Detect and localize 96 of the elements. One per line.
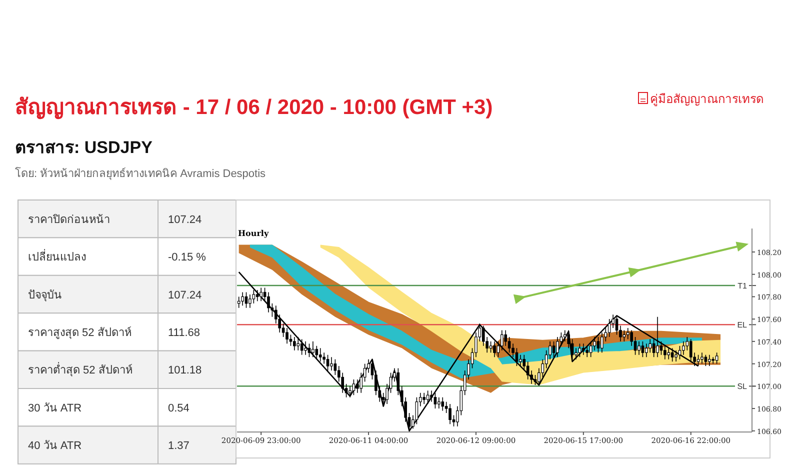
text: โดย: หัวหน้าฝ่ายกลยุทธ์ทางเทคนิค Avramis Despotis bbox=[15, 166, 266, 180]
candlestick bbox=[600, 332, 604, 354]
candlestick bbox=[248, 294, 252, 308]
candlestick bbox=[434, 392, 437, 409]
category-label: เปลี่ยนแปลง bbox=[28, 248, 86, 264]
ref-line-label: EL bbox=[737, 320, 748, 330]
candlestick bbox=[626, 328, 630, 340]
text: 101.18 bbox=[168, 364, 202, 377]
candlestick bbox=[489, 341, 492, 354]
candlestick bbox=[315, 346, 318, 360]
text: 111.68 bbox=[168, 326, 200, 339]
category-label: ปัจจุบัน bbox=[28, 289, 62, 302]
candlestick bbox=[326, 354, 330, 371]
candlestick bbox=[382, 392, 385, 407]
candlestick bbox=[519, 354, 522, 366]
candlestick bbox=[667, 348, 670, 360]
point bbox=[513, 294, 526, 304]
ref-line-label: SL bbox=[737, 382, 748, 392]
text: 107.24 bbox=[168, 289, 202, 302]
candlestick bbox=[638, 341, 640, 356]
candlestick bbox=[538, 368, 540, 384]
candlestick bbox=[563, 330, 566, 342]
candlestick bbox=[438, 396, 440, 409]
candlestick bbox=[267, 292, 270, 313]
candlestick bbox=[574, 348, 578, 360]
category-label: 40 วัน ATR bbox=[28, 440, 82, 452]
ref-line-label: T1 bbox=[738, 282, 748, 291]
candlestick bbox=[630, 330, 633, 346]
candlestick bbox=[352, 379, 356, 396]
candlestick bbox=[641, 341, 644, 358]
category-label: ราคาสูงสุด 52 สัปดาห์ bbox=[28, 326, 132, 339]
candlestick bbox=[348, 386, 352, 398]
candlestick bbox=[656, 316, 659, 358]
point bbox=[736, 242, 749, 252]
category-label: ราคาต่ำสุด 52 สัปดาห์ bbox=[28, 362, 132, 377]
text: คู่มือสัญญาณการเทรด bbox=[650, 92, 764, 107]
text: 107.24 bbox=[168, 214, 202, 226]
candlestick bbox=[252, 290, 256, 304]
candlestick bbox=[644, 343, 648, 358]
candlestick bbox=[556, 336, 559, 358]
candlestick bbox=[256, 290, 259, 302]
candlestick bbox=[296, 336, 300, 351]
candlestick bbox=[712, 356, 715, 364]
candlestick bbox=[504, 330, 508, 346]
candlestick bbox=[367, 358, 370, 374]
candlestick bbox=[589, 341, 592, 358]
candlestick bbox=[260, 287, 262, 302]
text: ตราสาร: USDJPY bbox=[15, 138, 154, 157]
candlestick bbox=[622, 330, 626, 342]
candlestick bbox=[241, 292, 244, 306]
text: -0.15 % bbox=[168, 252, 206, 264]
candlestick bbox=[664, 346, 666, 360]
candlestick bbox=[508, 336, 511, 354]
candlestick bbox=[430, 390, 433, 402]
candlestick bbox=[708, 354, 711, 366]
candlestick bbox=[593, 336, 596, 351]
candlestick bbox=[689, 338, 692, 362]
category-label: ราคาปิดก่อนหน้า bbox=[28, 214, 110, 226]
candlestick bbox=[286, 328, 288, 344]
text: 0.54 bbox=[168, 402, 190, 414]
candlestick bbox=[534, 374, 537, 386]
candlestick bbox=[330, 356, 333, 371]
candlestick bbox=[422, 392, 426, 404]
candlestick bbox=[289, 334, 292, 346]
candlestick bbox=[670, 348, 674, 362]
candlestick bbox=[608, 318, 611, 338]
candlestick bbox=[648, 338, 652, 354]
candlestick bbox=[360, 372, 363, 394]
candlestick bbox=[293, 336, 296, 351]
candlestick bbox=[515, 348, 518, 366]
candlestick bbox=[596, 336, 600, 354]
candlestick bbox=[318, 348, 322, 362]
candlestick bbox=[448, 404, 452, 425]
candlestick bbox=[322, 352, 326, 364]
candlestick bbox=[700, 352, 704, 364]
candlestick bbox=[334, 358, 337, 376]
candlestick bbox=[356, 379, 359, 394]
candlestick bbox=[441, 396, 444, 412]
candlestick bbox=[586, 346, 589, 358]
text: สัญญาณการเทรด - 17 / 06 / 2020 - 10:00 (GMT +3) bbox=[15, 96, 493, 120]
candlestick bbox=[715, 352, 718, 364]
candlestick bbox=[493, 341, 496, 358]
candlestick bbox=[300, 338, 304, 356]
point bbox=[628, 267, 642, 278]
candlestick bbox=[304, 341, 307, 356]
candlestick bbox=[582, 343, 585, 356]
candlestick bbox=[682, 341, 685, 356]
text: 1.37 bbox=[168, 440, 190, 452]
candlestick bbox=[674, 350, 678, 362]
candlestick bbox=[312, 341, 314, 358]
candlestick bbox=[526, 361, 530, 380]
candlestick bbox=[552, 341, 556, 358]
category-label: 30 วัน ATR bbox=[28, 402, 82, 414]
candlestick bbox=[500, 330, 504, 351]
candlestick bbox=[615, 316, 618, 336]
annotation: Hourly bbox=[238, 228, 269, 238]
